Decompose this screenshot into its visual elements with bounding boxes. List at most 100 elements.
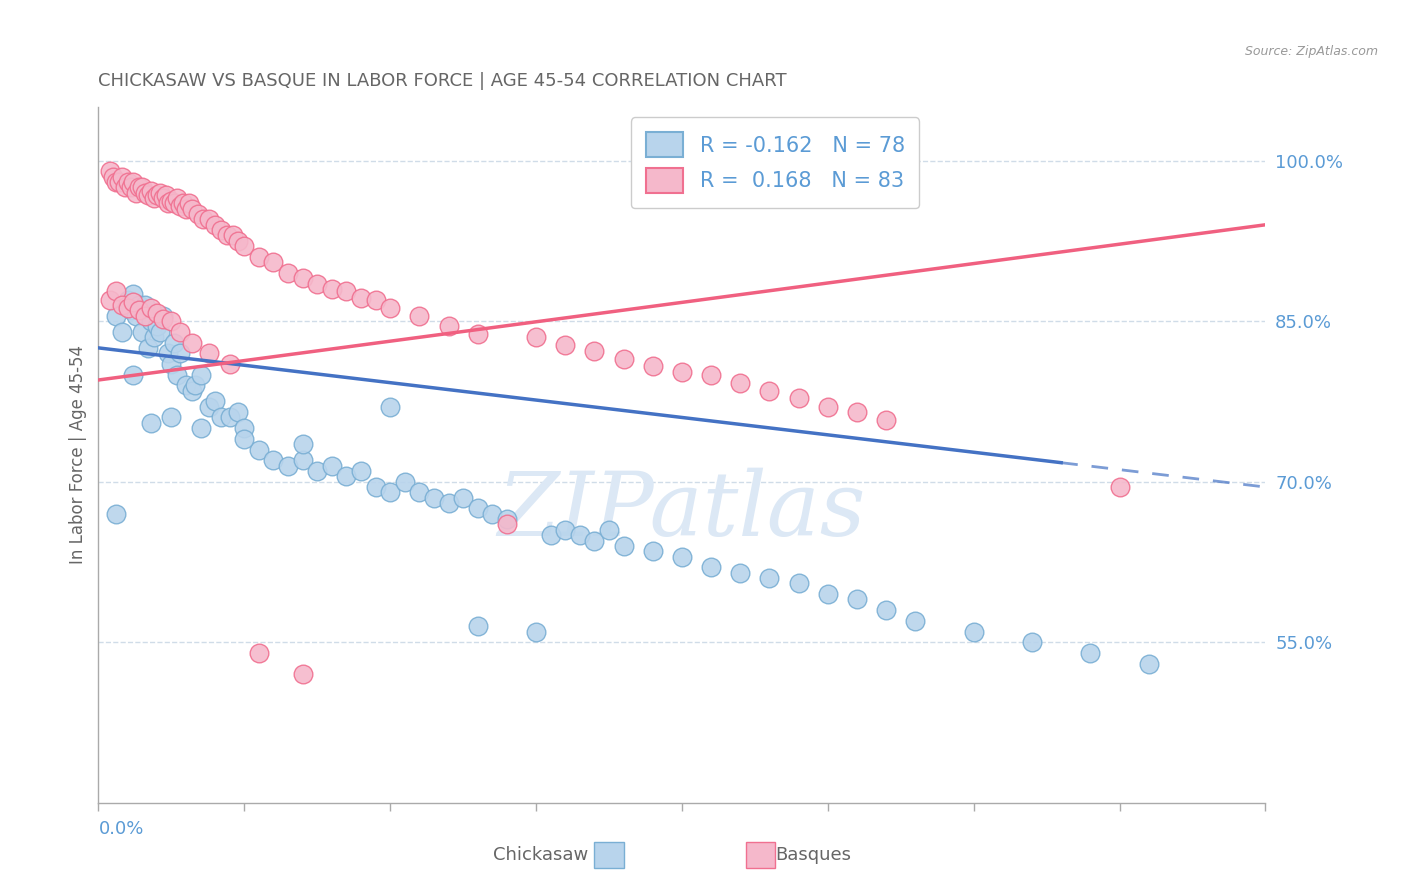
Point bbox=[700, 560, 723, 574]
Point bbox=[641, 544, 664, 558]
Point bbox=[111, 169, 134, 184]
Point bbox=[496, 512, 519, 526]
Point bbox=[146, 305, 169, 319]
Point bbox=[817, 400, 839, 414]
Point bbox=[198, 212, 221, 227]
Point bbox=[104, 175, 127, 189]
Point bbox=[125, 309, 148, 323]
Point bbox=[122, 287, 145, 301]
Point bbox=[671, 549, 693, 564]
Point bbox=[98, 164, 121, 178]
Point bbox=[364, 293, 387, 307]
Point bbox=[139, 184, 162, 198]
Point bbox=[335, 284, 357, 298]
Point bbox=[612, 539, 634, 553]
Point bbox=[193, 212, 215, 227]
Point bbox=[700, 368, 723, 382]
Point bbox=[183, 378, 205, 392]
Point bbox=[1080, 646, 1102, 660]
Point bbox=[277, 266, 299, 280]
Point bbox=[169, 198, 191, 212]
Point bbox=[291, 667, 314, 681]
Point bbox=[291, 271, 314, 285]
Point bbox=[846, 592, 869, 607]
Point bbox=[380, 485, 402, 500]
Point bbox=[758, 571, 780, 585]
Point bbox=[1108, 480, 1130, 494]
Point bbox=[157, 196, 180, 211]
Point bbox=[131, 325, 153, 339]
Point bbox=[142, 191, 165, 205]
Point bbox=[160, 194, 183, 209]
Point bbox=[218, 357, 240, 371]
Point bbox=[583, 344, 606, 359]
Point bbox=[146, 319, 169, 334]
Point bbox=[136, 187, 159, 202]
Point bbox=[146, 187, 169, 202]
Point bbox=[160, 410, 183, 425]
Point bbox=[350, 291, 373, 305]
Point bbox=[262, 453, 284, 467]
Point bbox=[307, 277, 329, 291]
Point bbox=[128, 298, 150, 312]
Point bbox=[128, 303, 150, 318]
Point bbox=[233, 432, 256, 446]
Point bbox=[233, 239, 256, 253]
Point bbox=[180, 384, 202, 398]
Point bbox=[598, 523, 620, 537]
Point bbox=[111, 325, 134, 339]
Point bbox=[101, 169, 124, 184]
Point bbox=[134, 186, 156, 200]
Point bbox=[125, 186, 148, 200]
Point bbox=[221, 228, 243, 243]
Point bbox=[730, 566, 752, 580]
Point bbox=[117, 175, 139, 189]
Point bbox=[149, 186, 172, 200]
Point bbox=[136, 341, 159, 355]
Point bbox=[169, 325, 191, 339]
Point bbox=[730, 376, 752, 391]
Point bbox=[671, 366, 693, 380]
Point bbox=[215, 228, 238, 243]
Point bbox=[467, 501, 489, 516]
Point bbox=[209, 410, 232, 425]
Point bbox=[104, 309, 127, 323]
Point bbox=[174, 202, 197, 216]
Point bbox=[524, 330, 547, 344]
Point bbox=[122, 294, 145, 309]
Y-axis label: In Labor Force | Age 45-54: In Labor Force | Age 45-54 bbox=[69, 345, 87, 565]
Text: Basques: Basques bbox=[775, 846, 851, 864]
Point bbox=[758, 384, 780, 398]
Point bbox=[1137, 657, 1160, 671]
Point bbox=[166, 191, 188, 205]
Point bbox=[128, 180, 150, 194]
Point bbox=[131, 180, 153, 194]
Point bbox=[114, 180, 136, 194]
Point bbox=[177, 196, 200, 211]
Point bbox=[496, 517, 519, 532]
Text: ZIPatlas: ZIPatlas bbox=[498, 467, 866, 554]
Point bbox=[134, 298, 156, 312]
Point bbox=[423, 491, 446, 505]
Point bbox=[233, 421, 256, 435]
Point bbox=[122, 175, 145, 189]
Point bbox=[198, 400, 221, 414]
Point bbox=[172, 196, 194, 211]
Point bbox=[117, 293, 139, 307]
Point bbox=[277, 458, 299, 473]
Point bbox=[155, 187, 177, 202]
Point bbox=[152, 191, 174, 205]
Point bbox=[524, 624, 547, 639]
Text: Chickasaw: Chickasaw bbox=[494, 846, 589, 864]
Point bbox=[204, 394, 226, 409]
Point bbox=[554, 337, 576, 351]
Point bbox=[481, 507, 503, 521]
Point bbox=[190, 368, 212, 382]
Point bbox=[120, 180, 142, 194]
Point bbox=[307, 464, 329, 478]
Point bbox=[98, 293, 121, 307]
Point bbox=[169, 346, 191, 360]
Point bbox=[350, 464, 373, 478]
Point bbox=[321, 282, 343, 296]
Legend: R = -0.162   N = 78, R =  0.168   N = 83: R = -0.162 N = 78, R = 0.168 N = 83 bbox=[631, 118, 920, 208]
